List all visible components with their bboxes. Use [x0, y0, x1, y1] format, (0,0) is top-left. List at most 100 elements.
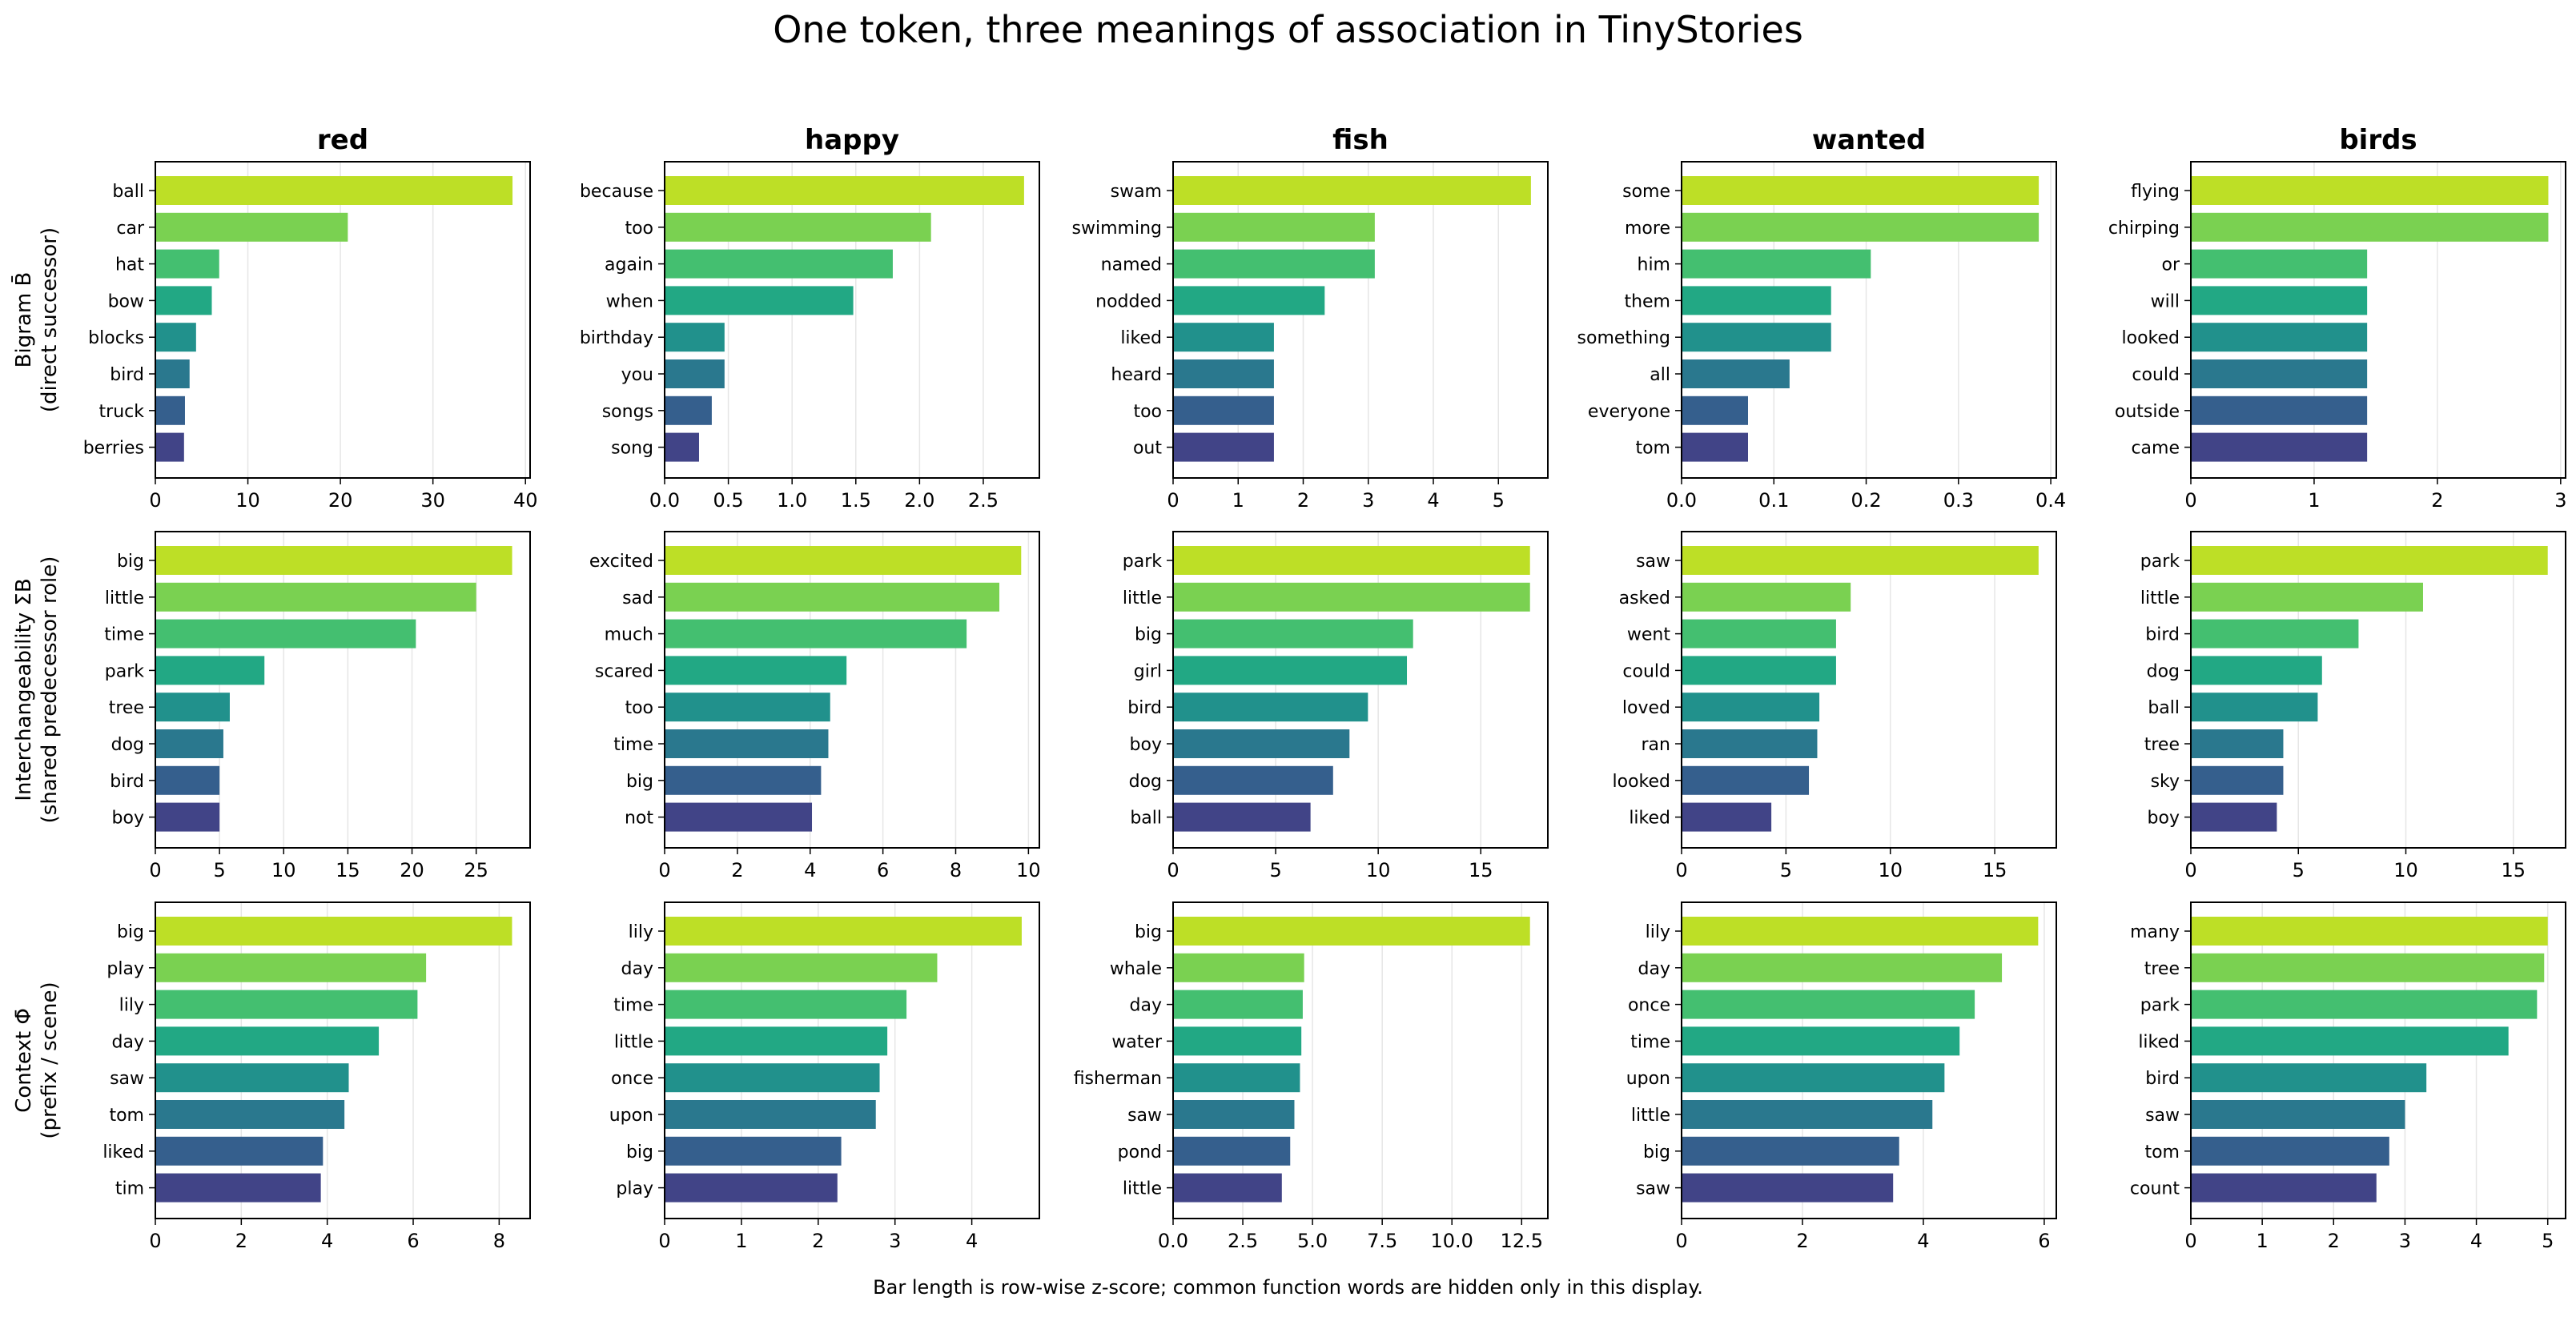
bar-whale [1173, 953, 1304, 982]
bar-songs [665, 396, 712, 425]
bar-bird [1173, 693, 1368, 722]
category-label: outside [2115, 402, 2180, 422]
bar-big [665, 765, 822, 795]
x-tick-label: 8 [950, 859, 962, 881]
x-tick-label: 0 [2184, 859, 2196, 881]
category-label: some [1622, 182, 1670, 202]
category-label: little [105, 588, 144, 608]
x-tick-label: 5.0 [1297, 1230, 1328, 1252]
x-tick-label: 4 [2470, 1230, 2482, 1252]
x-tick-label: 4 [1427, 489, 1439, 512]
category-label: could [2132, 365, 2180, 385]
bar-outside [2191, 396, 2368, 425]
panel-1-happy: excited sad much scared too time big not 0 2 4 6 8 10 [589, 531, 1041, 881]
bar-heard [1173, 359, 1274, 388]
bar-tree [155, 693, 230, 722]
category-label: sad [622, 588, 653, 608]
bar-excited [665, 546, 1022, 575]
bar-asked [1682, 582, 1851, 612]
category-label: little [1631, 1106, 1670, 1126]
category-label: pond [1118, 1142, 1162, 1162]
bar-time [155, 619, 416, 648]
bar-sky [2191, 765, 2284, 795]
panel-2-fish: big whale day water fisherman saw pond little 0.… [1074, 901, 1549, 1252]
x-tick-label: 2 [812, 1230, 824, 1252]
category-label: ran [1642, 735, 1670, 755]
panel-1-wanted: saw asked went could loved ran looked liked 0 5 10… [1613, 531, 2057, 881]
x-tick-label: 4 [321, 1230, 333, 1252]
category-label: liked [1120, 328, 1162, 348]
x-tick-label: 4 [804, 859, 816, 881]
x-tick-label: 4 [1917, 1230, 1929, 1252]
bar-little [155, 582, 476, 612]
category-label: park [1123, 552, 1162, 572]
category-label: swam [1111, 182, 1162, 202]
bar-tom [155, 1100, 345, 1129]
column-title-fish: fish [1332, 124, 1388, 156]
x-tick-label: 0 [1675, 859, 1687, 881]
bar-blocks [155, 323, 196, 352]
category-label: or [2161, 255, 2180, 275]
x-tick-label: 0 [149, 859, 161, 881]
bar-tree [2191, 953, 2545, 982]
bar-lily [665, 917, 1022, 946]
x-tick-label: 0 [2184, 489, 2196, 512]
bar-upon [1682, 1063, 1945, 1093]
x-tick-label: 7.5 [1367, 1230, 1397, 1252]
category-label: bow [108, 291, 144, 311]
bar-again [665, 249, 893, 279]
panel-2-birds: many tree park liked bird saw tom count 0 1 2 3 4 5 [2130, 901, 2566, 1252]
bar-because [665, 176, 1024, 205]
bar-nodded [1173, 286, 1325, 315]
category-label: boy [2148, 809, 2180, 829]
category-label: ball [1130, 809, 1162, 829]
bar-saw [155, 1063, 349, 1093]
x-tick-label: 4 [966, 1230, 978, 1252]
x-tick-label: 0.5 [713, 489, 744, 512]
x-tick-label: 0 [1167, 489, 1179, 512]
x-tick-label: 10 [1878, 859, 1903, 881]
bar-too [665, 693, 830, 722]
bar-all [1682, 359, 1790, 388]
bar-much [665, 619, 967, 648]
column-title-happy: happy [805, 124, 899, 156]
x-tick-label: 1.5 [841, 489, 871, 512]
category-label: little [1123, 1179, 1162, 1199]
category-label: boy [112, 809, 144, 829]
bar-lily [155, 990, 418, 1019]
bar-bird [2191, 1063, 2427, 1093]
category-label: bird [110, 772, 144, 792]
category-label: blocks [88, 328, 144, 348]
x-tick-label: 3 [1362, 489, 1374, 512]
bar-you [665, 359, 725, 388]
bar-saw [1682, 546, 2039, 575]
bar-once [1682, 990, 1975, 1019]
bar-too [1173, 396, 1274, 425]
category-label: dog [1129, 772, 1162, 792]
category-label: heard [1111, 365, 1162, 385]
x-tick-label: 10 [1366, 859, 1391, 881]
category-label: lily [629, 922, 653, 942]
axes-frame [664, 901, 1040, 1219]
x-tick-label: 25 [464, 859, 488, 881]
axes-frame [155, 531, 531, 849]
x-tick-label: 15 [1469, 859, 1493, 881]
category-label: bird [2145, 1069, 2180, 1089]
bar-will [2191, 286, 2368, 315]
x-tick-label: 2.0 [904, 489, 934, 512]
panel-0-birds: flying chirping or will looked could outside ca… [2108, 161, 2566, 512]
category-label: tom [109, 1106, 144, 1126]
bar-berries [155, 432, 184, 462]
category-label: birthday [580, 328, 653, 348]
category-label: girl [1134, 661, 1162, 681]
bar-bird [155, 359, 190, 388]
category-label: play [106, 959, 144, 979]
figure-title: One token, three meanings of association… [773, 8, 1803, 51]
x-tick-label: 0 [1675, 1230, 1687, 1252]
category-label: water [1111, 1032, 1163, 1052]
category-label: ball [2148, 698, 2180, 718]
bar-or [2191, 249, 2368, 279]
bar-something [1682, 323, 1831, 352]
bar-time [665, 729, 829, 758]
category-label: hat [115, 255, 144, 275]
